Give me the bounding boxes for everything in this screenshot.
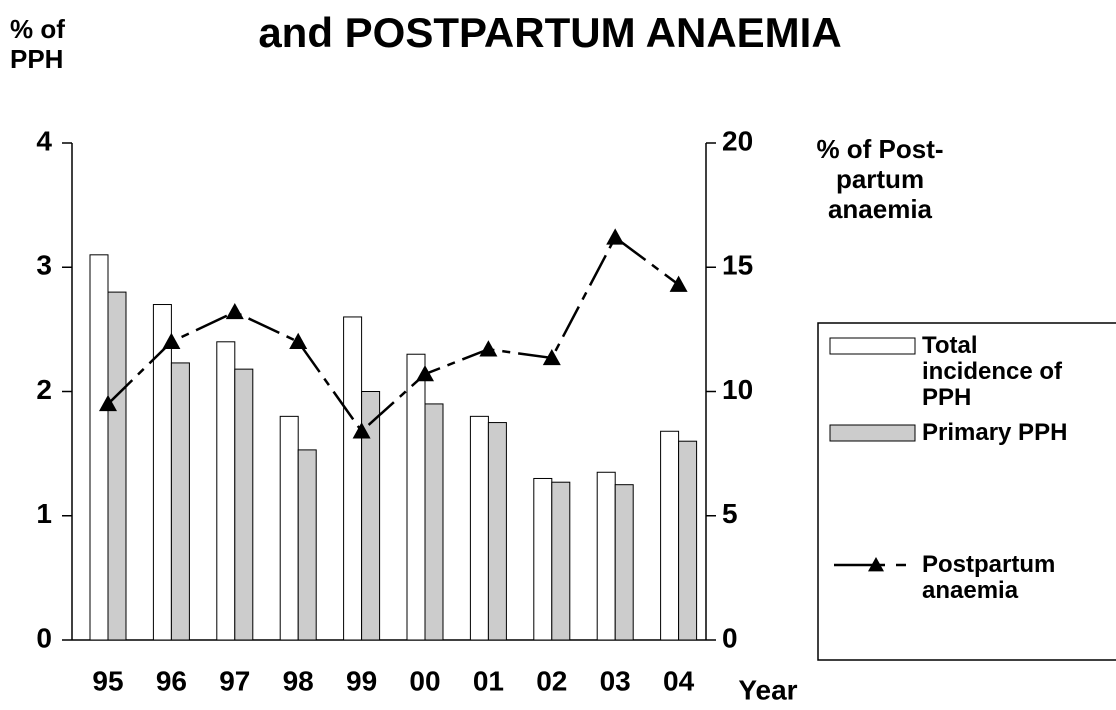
y-axis-label: % of PPH (10, 14, 65, 74)
bar (279, 415, 299, 641)
y-tick-label: 2 (36, 374, 52, 405)
y-tick-label: 3 (36, 250, 52, 281)
legend-marker (868, 557, 884, 572)
legend-box (817, 322, 1116, 661)
y2-tick-label: 5 (722, 498, 738, 529)
y2-tick-label: 20 (722, 125, 753, 156)
bar (297, 449, 317, 641)
legend-label: Total incidence of PPH (922, 332, 1063, 411)
legend-label: Postpartum anaemia (922, 551, 1056, 604)
x-tick-label: 95 (92, 665, 123, 696)
bar (487, 422, 507, 641)
bar (678, 440, 698, 641)
legend-swatch (829, 337, 916, 355)
bar (551, 481, 571, 641)
bar (152, 304, 172, 641)
x-tick-label: 02 (536, 665, 567, 696)
line-marker (416, 365, 434, 382)
line-marker (606, 228, 625, 245)
x-tick-label: 00 (409, 665, 440, 696)
bar (614, 484, 634, 641)
y-tick-label: 0 (36, 622, 52, 653)
bar (424, 403, 444, 641)
bar (406, 353, 426, 641)
line-marker (289, 332, 308, 349)
legend-swatch (829, 424, 916, 442)
y-tick-label: 4 (36, 125, 52, 156)
y2-tick-label: 10 (722, 374, 753, 405)
legend-label: Primary PPH (922, 419, 1068, 446)
line-marker (479, 340, 498, 357)
y2-tick-label: 0 (722, 622, 738, 653)
bar (469, 415, 489, 641)
x-tick-label: 99 (346, 665, 377, 696)
line-marker (99, 394, 117, 412)
line-marker (542, 348, 561, 366)
x-tick-label: 04 (663, 665, 695, 696)
y2-tick-label: 15 (722, 250, 753, 281)
line-marker (225, 302, 244, 320)
bar (89, 254, 109, 641)
bar (533, 477, 553, 641)
x-tick-label: 01 (473, 665, 504, 696)
bar (234, 368, 254, 641)
bar (107, 291, 127, 641)
bar (216, 341, 236, 641)
bar (596, 471, 616, 641)
line (107, 235, 680, 434)
bar (170, 362, 190, 641)
bar (660, 430, 680, 641)
x-tick-label: 03 (600, 665, 631, 696)
y-tick-label: 1 (36, 498, 52, 529)
chart-title: and POSTPARTUM ANAEMIA (258, 9, 841, 56)
x-axis-label: Year (738, 674, 797, 705)
bar (361, 391, 381, 641)
x-tick-label: 98 (283, 665, 314, 696)
line-marker (669, 275, 688, 292)
line-marker (352, 422, 371, 439)
line-marker (162, 332, 181, 349)
y2-axis-label: % of Post-partum anaemia (816, 134, 944, 224)
x-tick-label: 96 (156, 665, 187, 696)
x-tick-label: 97 (219, 665, 250, 696)
bar (343, 316, 363, 641)
